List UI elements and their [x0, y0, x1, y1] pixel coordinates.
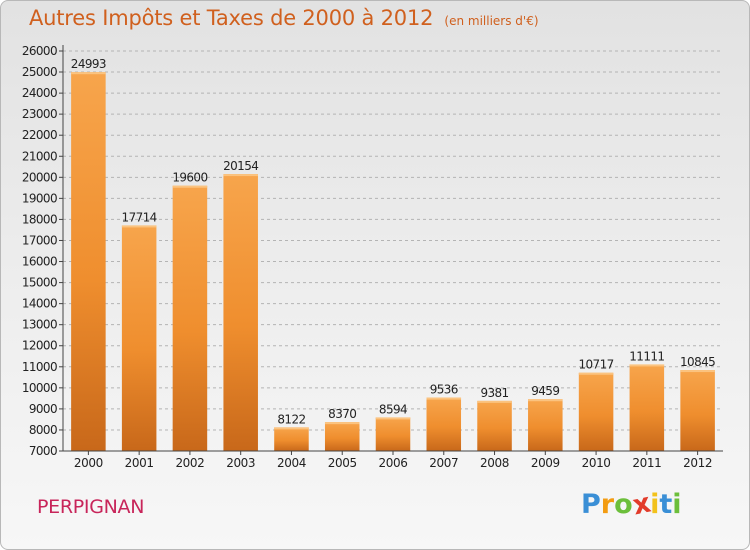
- logo-letter: i: [650, 489, 660, 520]
- logo-letter: o: [614, 489, 633, 520]
- bar-highlight: [629, 364, 665, 367]
- y-tick-label: 14000: [22, 297, 57, 311]
- logo-letter: P: [581, 489, 601, 520]
- data-label: 19600: [172, 171, 207, 185]
- x-tick-label: 2007: [429, 456, 458, 470]
- bar: [324, 422, 360, 451]
- x-tick-label: 2010: [582, 456, 611, 470]
- y-tick-label: 19000: [22, 191, 57, 205]
- bar: [71, 72, 106, 451]
- grid-lines: [63, 50, 723, 452]
- data-label: 8594: [379, 402, 407, 416]
- y-tick-label: 18000: [22, 212, 57, 226]
- bar: [680, 370, 715, 451]
- bar: [223, 174, 258, 452]
- x-tick-label: 2008: [480, 456, 509, 470]
- bar-highlight: [324, 422, 360, 425]
- y-tick-label: 17000: [22, 233, 57, 247]
- y-tick-label: 22000: [22, 128, 57, 142]
- y-tick-label: 26000: [22, 44, 57, 58]
- bar-highlight: [121, 225, 157, 228]
- bar-highlight: [375, 417, 411, 420]
- bar-highlight: [477, 400, 512, 403]
- bar-highlight: [274, 427, 309, 430]
- x-tick-label: 2002: [175, 456, 204, 470]
- logo-letter: r: [600, 489, 615, 520]
- data-label: 11111: [629, 349, 664, 363]
- x-tick-label: 2005: [328, 456, 357, 470]
- data-label: 20154: [223, 159, 258, 173]
- data-label: 9381: [480, 386, 508, 400]
- bar-highlight: [172, 185, 208, 188]
- y-tick-label: 24000: [22, 86, 57, 100]
- bar-highlight: [426, 397, 462, 400]
- y-tick-label: 25000: [22, 65, 57, 79]
- bar-highlight: [223, 174, 258, 177]
- chart-title-block: Autres Impôts et Taxes de 2000 à 2012 (e…: [29, 6, 539, 30]
- chart-title: Autres Impôts et Taxes de 2000 à 2012: [29, 6, 434, 30]
- commune-name: PERPIGNAN: [37, 496, 145, 518]
- y-axis: 7000 8000 9000 10000 11000 12000 13000 14000 150…: [22, 44, 64, 458]
- y-tick-label: 8000: [29, 423, 57, 437]
- bar: [172, 185, 208, 451]
- y-tick-label: 11000: [22, 360, 57, 374]
- x-tick-label: 2012: [683, 456, 712, 470]
- y-tick-label: 12000: [22, 339, 57, 353]
- bar-highlight: [578, 372, 614, 375]
- data-label: 10845: [680, 355, 715, 369]
- y-tick-label: 9000: [29, 402, 57, 416]
- y-tick-label: 23000: [22, 107, 57, 121]
- data-label: 9536: [430, 383, 458, 397]
- x-tick-label: 2009: [531, 456, 560, 470]
- y-tick-label: 13000: [22, 318, 57, 332]
- y-tick-label: 15000: [22, 276, 57, 290]
- data-label: 17714: [122, 210, 157, 224]
- bar: [274, 427, 309, 451]
- chart-subtitle: (en milliers d'€): [444, 14, 539, 28]
- bar-highlight: [680, 370, 715, 373]
- x-tick-label: 2011: [632, 456, 661, 470]
- logo-letter: i: [672, 489, 682, 520]
- bar-highlight: [528, 399, 563, 402]
- bar-highlight: [71, 72, 106, 75]
- data-label: 10717: [578, 358, 613, 372]
- bars: 24993 17714 19600 20154 8122 8370 8594 9536 9381…: [71, 57, 716, 452]
- bar: [578, 372, 614, 451]
- x-tick-label: 2004: [277, 456, 306, 470]
- logo-letter: t: [659, 489, 673, 520]
- bar: [528, 399, 563, 451]
- bar: [121, 225, 157, 451]
- x-tick-label: 2006: [379, 456, 408, 470]
- x-axis: 2000 2001 2002 2003 2004 2005 2006 2007 2008 2009…: [63, 450, 723, 470]
- y-tick-label: 16000: [22, 255, 57, 269]
- data-label: 8122: [277, 412, 305, 426]
- bar: [375, 417, 411, 451]
- y-tick-label: 7000: [29, 444, 57, 458]
- bar: [426, 397, 462, 451]
- data-label: 8370: [328, 407, 356, 421]
- proxiti-logo: Proxiti: [581, 488, 682, 522]
- bar: [629, 364, 665, 451]
- bar: [477, 400, 512, 451]
- data-label: 9459: [531, 384, 559, 398]
- y-tick-label: 10000: [22, 381, 57, 395]
- x-tick-label: 2003: [226, 456, 255, 470]
- x-tick-label: 2000: [74, 456, 103, 470]
- data-label: 24993: [71, 57, 106, 71]
- y-tick-label: 20000: [22, 170, 57, 184]
- y-tick-label: 21000: [22, 149, 57, 163]
- x-tick-label: 2001: [125, 456, 154, 470]
